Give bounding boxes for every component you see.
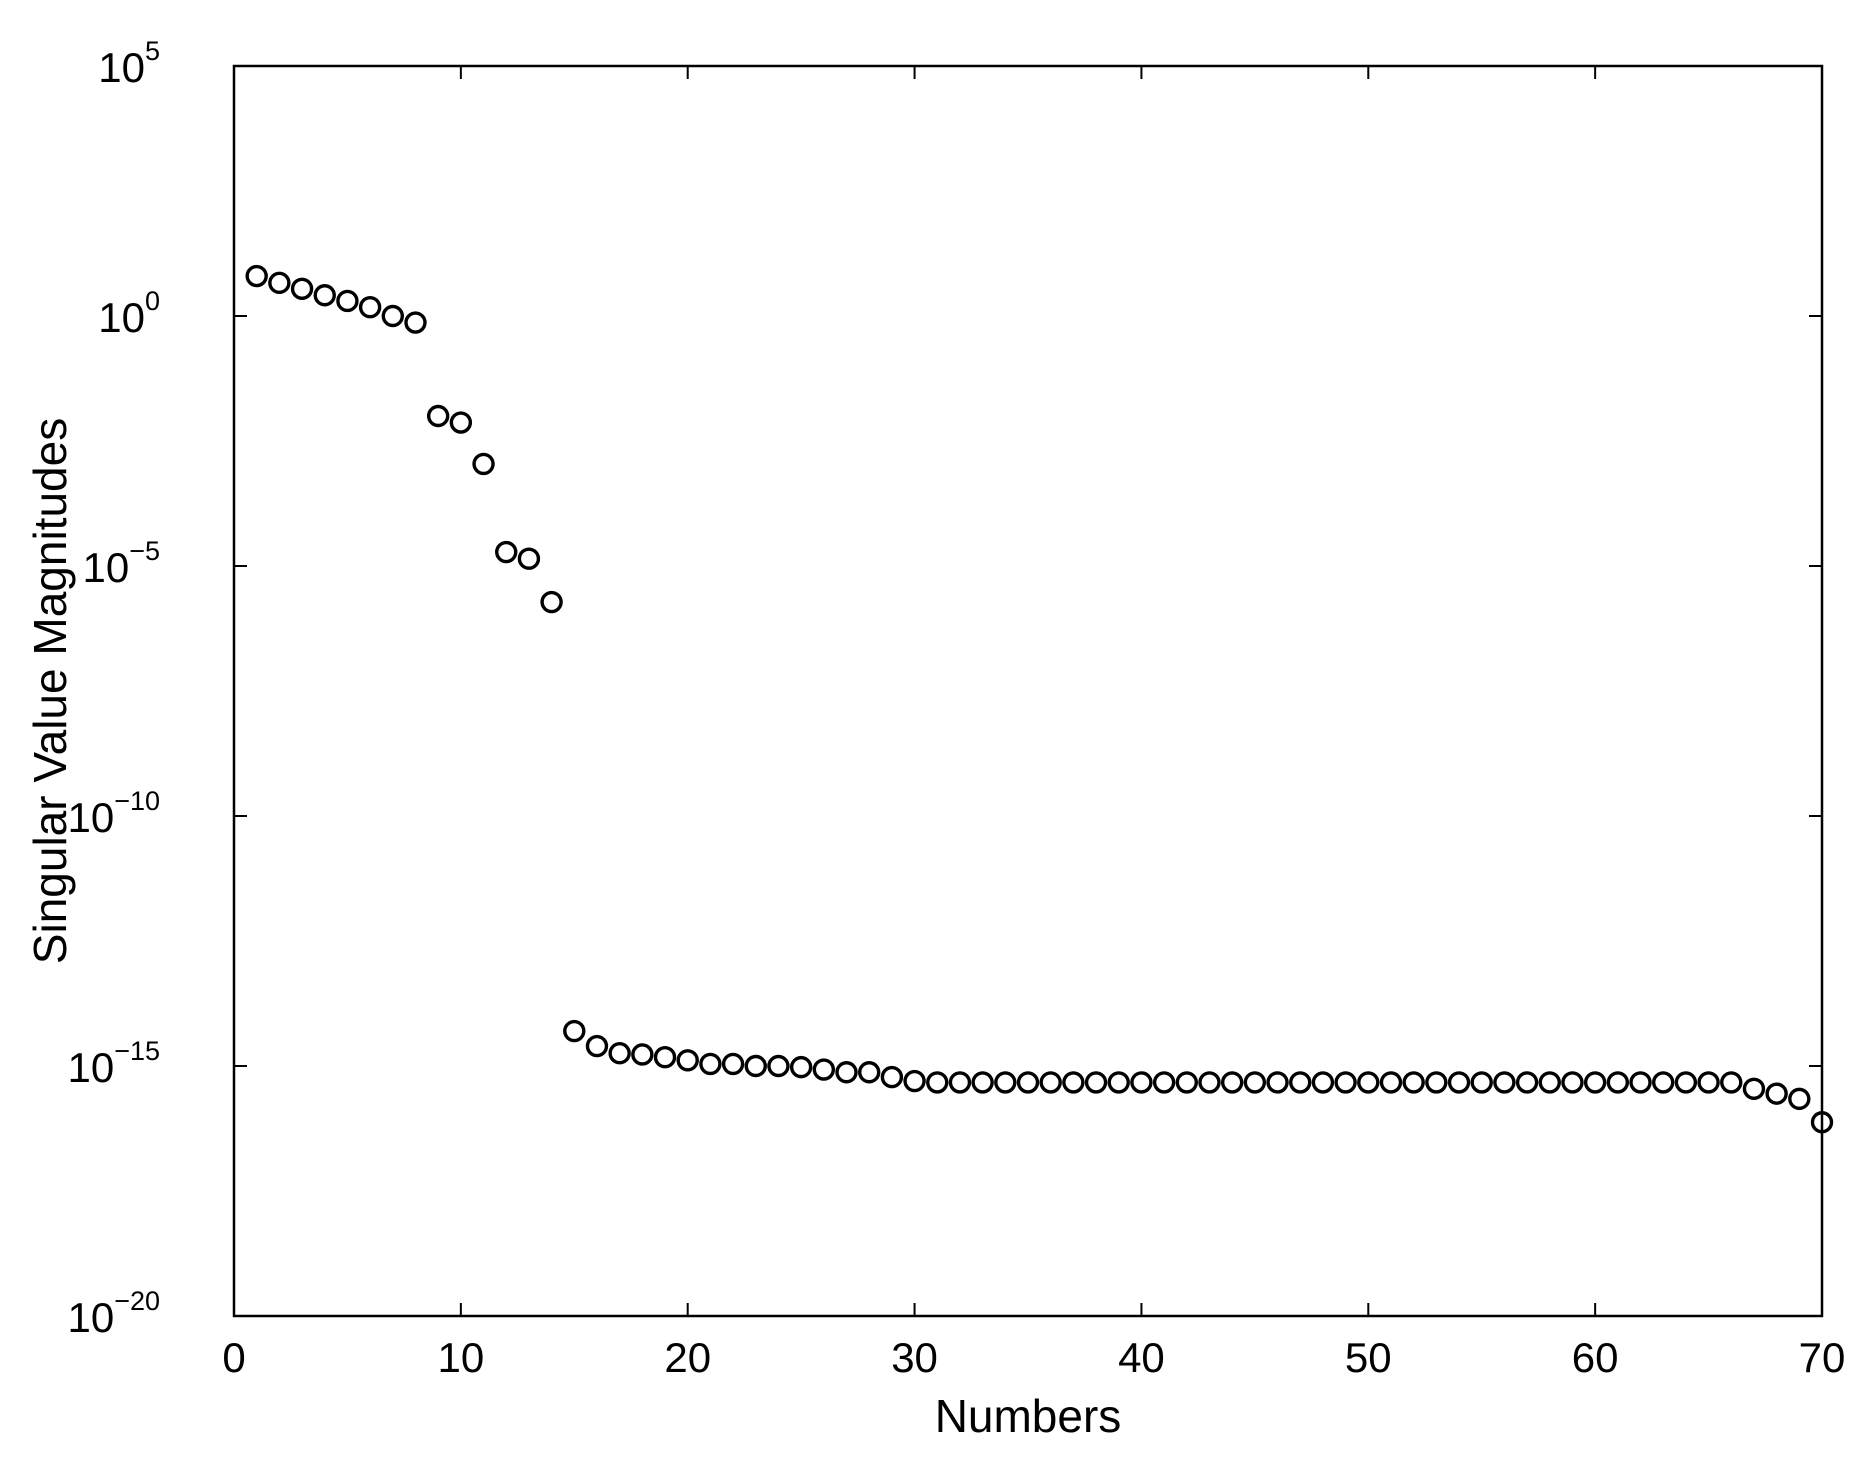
data-point [1402, 1071, 1425, 1094]
data-point [1606, 1071, 1630, 1094]
y-tick-label: 10−10 [67, 786, 160, 841]
data-point [1493, 1071, 1516, 1094]
y-tick-labels: 10−20 10−15 10−10 10−5 100 105 [67, 36, 160, 1341]
data-point [313, 284, 336, 307]
data-point [1629, 1071, 1652, 1094]
data-point [1470, 1071, 1493, 1094]
data-point [1788, 1087, 1811, 1111]
data-point [426, 404, 450, 428]
data-point [1357, 1071, 1380, 1094]
data-point [858, 1061, 881, 1084]
data-point [1130, 1071, 1153, 1094]
data-point [1084, 1071, 1108, 1094]
data-point [245, 264, 268, 288]
data-point [1379, 1071, 1403, 1094]
y-tick-label: 10−5 [82, 536, 160, 591]
data-point [1334, 1071, 1357, 1094]
x-tick-label: 40 [1118, 1334, 1165, 1381]
x-tick-label: 10 [437, 1334, 484, 1381]
data-point [926, 1071, 949, 1094]
data-point [517, 547, 541, 570]
data-point [1039, 1071, 1062, 1094]
data-point [585, 1034, 609, 1058]
data-point [744, 1054, 767, 1078]
data-point [1651, 1071, 1675, 1094]
data-point [653, 1045, 677, 1069]
data-point [812, 1058, 836, 1081]
data-point [1765, 1082, 1788, 1105]
data-point [540, 590, 563, 614]
x-tick-label: 70 [1799, 1334, 1846, 1381]
data-point [789, 1055, 813, 1079]
data-point [903, 1069, 926, 1093]
data-point [1107, 1071, 1130, 1094]
data-point [835, 1061, 858, 1084]
data-point [1289, 1071, 1312, 1094]
data-point [1062, 1071, 1085, 1094]
data-point [699, 1052, 722, 1076]
data-point [563, 1019, 586, 1043]
data-point [472, 452, 495, 476]
x-tick-label: 60 [1572, 1334, 1619, 1381]
axis-ticks [233, 65, 1823, 1317]
data-point [449, 411, 473, 434]
data-point [404, 311, 427, 334]
data-point [290, 277, 314, 300]
data-point [676, 1049, 699, 1072]
data-point [1198, 1071, 1221, 1094]
data-point [971, 1071, 994, 1094]
data-point [268, 271, 291, 295]
data-point [1175, 1071, 1199, 1094]
x-axis-title: Numbers [935, 1390, 1122, 1442]
data-point [495, 540, 518, 564]
data-point [1583, 1071, 1607, 1094]
data-points [245, 264, 1834, 1134]
data-point [1425, 1071, 1448, 1094]
x-tick-label: 50 [1345, 1334, 1392, 1381]
data-point [1152, 1071, 1176, 1094]
data-point [1561, 1071, 1584, 1094]
data-point [1515, 1071, 1539, 1094]
data-point [721, 1052, 745, 1076]
data-point [1447, 1071, 1471, 1094]
y-axis-title: Singular Value Magnitudes [24, 418, 76, 964]
data-point [1220, 1071, 1244, 1094]
data-point [880, 1065, 904, 1089]
data-point [994, 1071, 1017, 1094]
data-point [1016, 1071, 1040, 1094]
x-tick-label: 0 [222, 1334, 245, 1381]
data-point [1311, 1071, 1335, 1094]
data-point [608, 1042, 631, 1065]
x-tick-labels: 0 10 20 30 40 50 60 70 [222, 1334, 1845, 1381]
data-point [948, 1071, 972, 1094]
data-point [631, 1043, 654, 1066]
x-tick-label: 30 [891, 1334, 938, 1381]
data-point [381, 304, 404, 328]
data-point [1243, 1071, 1267, 1094]
y-tick-label: 10−20 [67, 1286, 160, 1341]
data-point [1720, 1071, 1743, 1094]
data-point [1674, 1071, 1698, 1094]
plot-frame [232, 64, 1824, 1318]
data-point [1266, 1071, 1289, 1094]
data-point [336, 289, 359, 313]
x-tick-label: 20 [664, 1334, 711, 1381]
y-tick-label: 10−15 [67, 1036, 160, 1091]
data-point [767, 1054, 790, 1078]
data-point [1697, 1071, 1720, 1094]
data-point [358, 295, 382, 319]
data-point [1742, 1077, 1766, 1100]
y-tick-label: 105 [98, 36, 160, 91]
data-point [1538, 1071, 1561, 1094]
y-tick-label: 100 [98, 286, 160, 341]
